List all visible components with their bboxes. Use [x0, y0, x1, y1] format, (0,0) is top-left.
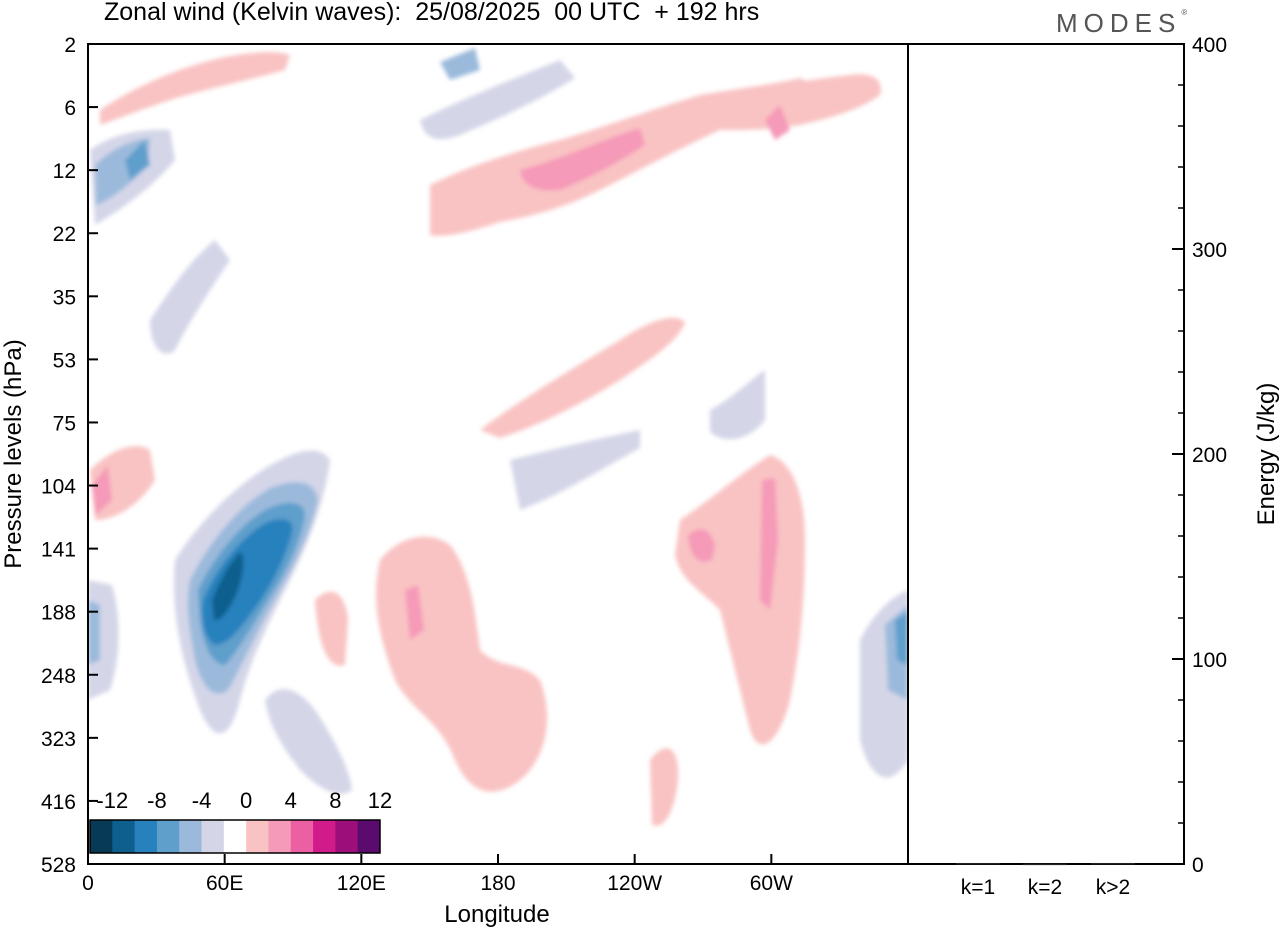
colorbar-label: 12 — [368, 788, 392, 813]
colorbar-swatch — [201, 820, 225, 853]
y-axis-label: Pressure levels (hPa) — [0, 339, 27, 568]
contour-westerly-mid — [760, 478, 778, 610]
contour-westerly-pale — [100, 52, 290, 126]
colorbar-label: 8 — [329, 788, 341, 813]
contour-easterly-pale — [150, 240, 230, 354]
colorbar-swatch — [246, 820, 269, 853]
energy-bar — [1091, 862, 1135, 865]
y-tick-label: 141 — [41, 539, 76, 562]
colorbar-label: 4 — [285, 788, 297, 813]
energy-panel-frame — [907, 43, 1185, 865]
y-axis-ticks: 2 6 12 22 35 53 75 104 141 188 248 323 416 528 — [41, 34, 98, 877]
contour-westerly-pale — [650, 748, 679, 826]
contour-westerly-pale — [700, 74, 881, 131]
y-tick-label: 6 — [64, 97, 76, 120]
brand-name: MODES — [1056, 8, 1182, 38]
colorbar-swatch — [179, 820, 203, 853]
y-tick-label: 104 — [41, 476, 76, 499]
colorbar-swatch — [112, 820, 136, 853]
energy-bars — [956, 862, 1135, 866]
colorbar-label: -4 — [192, 788, 212, 813]
colorbar-label: -8 — [147, 788, 167, 813]
y-tick-label: 188 — [41, 602, 76, 625]
x-tick-label: 0 — [82, 872, 94, 895]
energy-tick-label: 0 — [1192, 854, 1204, 877]
chart-title: Zonal wind (Kelvin waves): 25/08/2025 00… — [104, 0, 760, 26]
y-tick-label: 75 — [53, 412, 76, 435]
wind-contour-field — [88, 48, 908, 826]
energy-tick-label: 100 — [1192, 649, 1227, 672]
colorbar-label: 0 — [240, 788, 252, 813]
colorbar-swatch — [357, 820, 381, 853]
colorbar-label: -12 — [96, 788, 128, 813]
x-axis-ticks: 0 60E 120E 180 120W 60W — [82, 854, 793, 895]
colorbar-swatch — [335, 820, 359, 853]
energy-tick-label: 300 — [1192, 239, 1227, 262]
contour-easterly-pale — [710, 370, 765, 440]
contour-easterly-pale — [510, 430, 640, 510]
contour-easterly-mid — [440, 48, 480, 80]
contour-westerly-mid — [765, 105, 790, 140]
contour-easterly-pale — [265, 689, 352, 794]
y-tick-label: 2 — [64, 34, 76, 57]
x-tick-label: 180 — [480, 872, 515, 895]
x-tick-label: 60W — [750, 872, 793, 895]
contour-westerly-pale — [480, 317, 685, 438]
colorbar-frame — [89, 819, 381, 854]
x-axis-label: Longitude — [444, 901, 549, 928]
colorbar-swatch — [290, 820, 314, 853]
wavenumber-label: k>2 — [1096, 876, 1130, 899]
energy-tick-label: 200 — [1192, 444, 1227, 467]
contour-easterly-mid — [88, 600, 100, 665]
contour-easterly-core — [212, 552, 244, 621]
contour-westerly-mid — [688, 529, 715, 562]
contour-easterly-strong — [125, 140, 150, 180]
colorbar-swatch — [313, 820, 336, 853]
energy-axis-label: Energy (J/kg) — [1253, 383, 1280, 526]
energy-axis-ticks: 0 100 200 300 400 — [1172, 34, 1227, 877]
contour-westerly-pale — [315, 591, 348, 666]
y-tick-label: 12 — [53, 160, 76, 183]
wavenumber-label: k=2 — [1028, 876, 1062, 899]
contour-westerly-mid — [92, 465, 112, 515]
x-tick-label: 120E — [337, 872, 386, 895]
energy-bar — [1023, 863, 1067, 866]
contour-westerly-pale — [675, 455, 805, 745]
y-tick-label: 53 — [53, 349, 76, 372]
y-tick-label: 528 — [41, 854, 76, 877]
colorbar: -12 -8 -4 0 4 8 12 — [89, 788, 392, 854]
x-tick-label: 60E — [206, 872, 243, 895]
colorbar-swatch — [223, 820, 247, 853]
wavenumber-labels: k=1 k=2 k>2 — [961, 876, 1130, 899]
energy-bar — [956, 862, 1000, 865]
colorbar-swatch — [134, 820, 158, 853]
contour-easterly-pale — [420, 60, 575, 140]
energy-tick-label: 400 — [1192, 34, 1227, 57]
y-tick-label: 35 — [53, 286, 76, 309]
colorbar-swatch — [90, 820, 113, 853]
y-tick-label: 323 — [41, 728, 76, 751]
y-tick-label: 416 — [41, 791, 76, 814]
x-tick-label: 120W — [607, 872, 662, 895]
colorbar-swatch — [268, 820, 292, 853]
y-tick-label: 248 — [41, 665, 76, 688]
contour-westerly-mid — [520, 128, 645, 191]
y-tick-label: 22 — [53, 223, 76, 246]
wavenumber-label: k=1 — [961, 876, 995, 899]
contour-easterly-strong — [895, 612, 908, 665]
brand-logo: MODES® — [1056, 8, 1188, 38]
contour-westerly-mid — [405, 585, 424, 640]
colorbar-swatch — [156, 820, 180, 853]
contour-westerly-pale — [375, 536, 548, 792]
